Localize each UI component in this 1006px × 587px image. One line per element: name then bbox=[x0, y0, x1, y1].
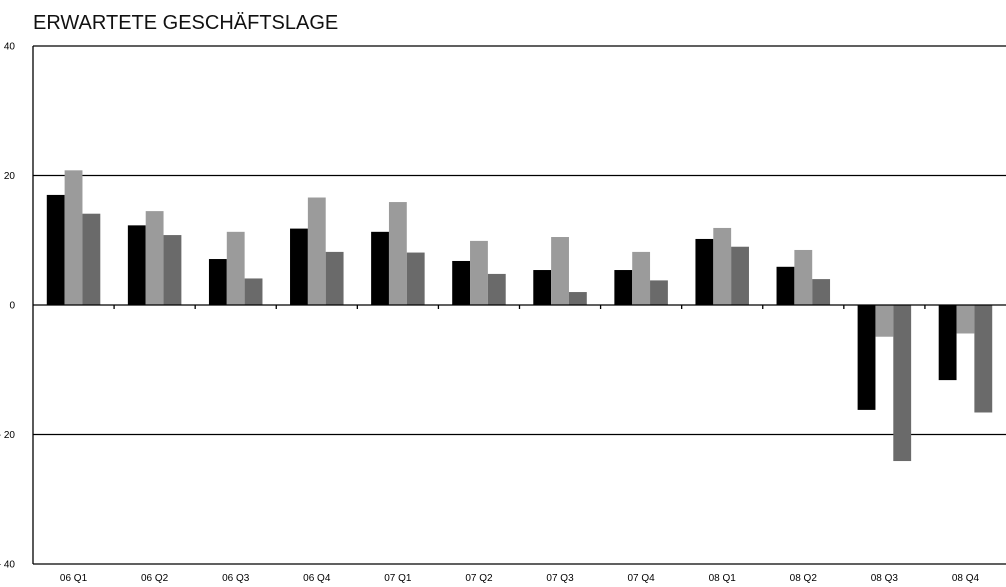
bar bbox=[713, 227, 732, 305]
chart-title: ERWARTETE GESCHÄFTSLAGE bbox=[33, 12, 338, 34]
bar bbox=[127, 225, 146, 305]
bar bbox=[487, 273, 506, 305]
x-tick-label: 07 Q3 bbox=[546, 573, 574, 584]
bar bbox=[452, 260, 471, 305]
bar bbox=[938, 305, 957, 381]
y-tick-label: 40 bbox=[4, 42, 16, 53]
bar bbox=[82, 213, 101, 305]
bar bbox=[857, 305, 876, 410]
x-tick-label: 07 Q2 bbox=[465, 573, 493, 584]
bars bbox=[46, 170, 993, 462]
x-tick-label: 06 Q3 bbox=[222, 573, 250, 584]
bar bbox=[551, 237, 569, 305]
bar bbox=[974, 305, 993, 413]
y-tick-label: - 40 bbox=[0, 560, 15, 571]
y-tick-label: 20 bbox=[4, 171, 16, 182]
x-tick-label: 06 Q1 bbox=[60, 573, 88, 584]
bar bbox=[632, 251, 651, 305]
bar bbox=[614, 270, 633, 305]
bar bbox=[875, 305, 894, 337]
x-tick-label: 08 Q2 bbox=[790, 573, 818, 584]
x-tick-label: 07 Q1 bbox=[384, 573, 412, 584]
axes bbox=[32, 46, 1006, 564]
y-tick-label: 0 bbox=[9, 301, 15, 312]
bar bbox=[470, 240, 488, 305]
bar bbox=[244, 278, 263, 305]
bar bbox=[163, 235, 182, 305]
x-tick-label: 08 Q3 bbox=[871, 573, 899, 584]
bar bbox=[325, 251, 344, 305]
bar bbox=[568, 292, 587, 305]
y-axis-ticks: 40 20 0 - 20 - 40 bbox=[0, 42, 15, 571]
bar bbox=[145, 211, 164, 305]
bar bbox=[956, 305, 975, 334]
y-tick-label: - 20 bbox=[0, 430, 15, 441]
bar bbox=[650, 280, 668, 305]
bar bbox=[290, 228, 308, 305]
bar bbox=[533, 270, 552, 305]
bar bbox=[208, 259, 227, 305]
x-axis-ticks: 06 Q1 06 Q2 06 Q3 06 Q4 07 Q1 07 Q2 07 Q3 07 Q4… bbox=[60, 573, 980, 584]
bar bbox=[794, 249, 813, 305]
bar bbox=[893, 305, 912, 462]
bar bbox=[46, 194, 65, 305]
bar bbox=[64, 170, 83, 305]
x-tick-label: 08 Q1 bbox=[709, 573, 737, 584]
bar bbox=[226, 231, 245, 305]
bar bbox=[731, 246, 749, 305]
bar bbox=[695, 238, 714, 305]
gridlines bbox=[33, 45, 1006, 565]
x-tick-label: 06 Q2 bbox=[141, 573, 169, 584]
bar bbox=[812, 279, 831, 305]
bar bbox=[406, 252, 425, 305]
x-tick-label: 07 Q4 bbox=[628, 573, 656, 584]
x-tick-label: 08 Q4 bbox=[952, 573, 980, 584]
bar bbox=[388, 202, 407, 305]
bar bbox=[776, 266, 795, 305]
bar bbox=[307, 197, 326, 305]
x-tick-label: 06 Q4 bbox=[303, 573, 331, 584]
bar bbox=[371, 231, 389, 305]
